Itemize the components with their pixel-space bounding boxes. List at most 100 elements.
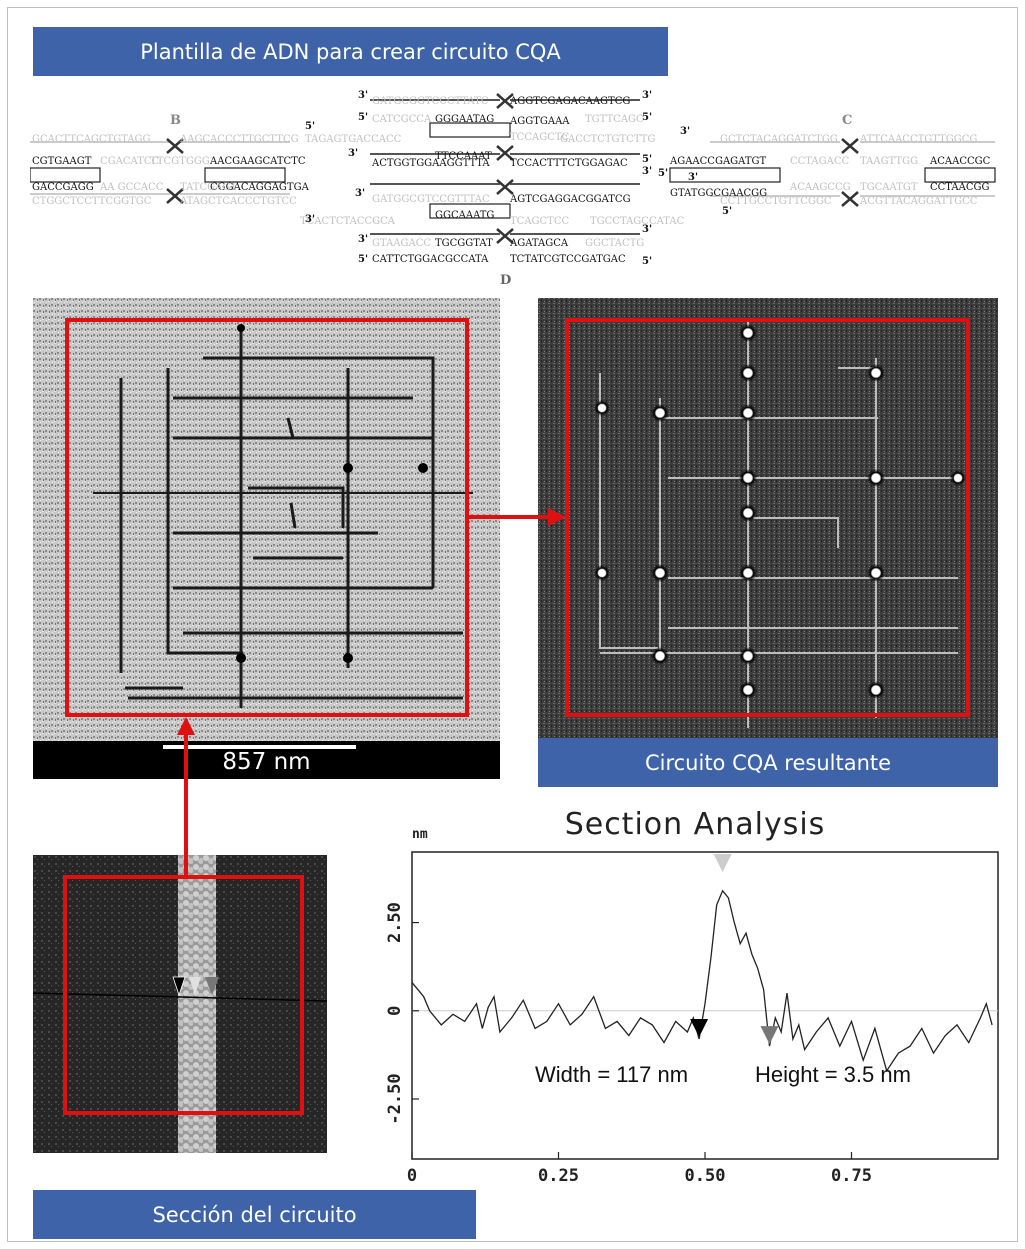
dna-sequence-light: ATTCAACCTGTTGGCG [859, 134, 977, 145]
template-banner-label: Plantilla de ADN para crear circuito CQA [140, 40, 561, 64]
dna-sequence-dark: AGGTGAAA [509, 116, 570, 127]
dna-sequences: B C D AGGTCGAGACAAGTCG GGGAATAG TTCCAAAT AGGTG… [32, 90, 991, 288]
dna-sequence-light: CTGGCTCCTTCGGTGC [32, 196, 152, 207]
scale-bar-label: 857 nm [33, 749, 500, 775]
dna-box [670, 168, 780, 182]
dna-template-diagram: B C D AGGTCGAGACAAGTCG GGGAATAG TTCCAAAT AGGTG… [30, 84, 1000, 294]
dna-sequence-light: AA GCCACC [99, 182, 164, 193]
prime-mark: 3' [688, 172, 698, 183]
dna-sequence-light: TAGAGTGACCACC [305, 134, 402, 145]
y-tick-label: 2.50 [385, 902, 405, 943]
prime-mark: 3' [642, 166, 652, 177]
prime-mark: 5' [722, 206, 732, 217]
result-highlight-box [565, 318, 970, 717]
prime-mark: 3' [358, 234, 368, 245]
prime-mark: 3' [358, 90, 368, 101]
result-banner-label: Circuito CQA resultante [645, 751, 891, 775]
prime-mark: 3' [355, 188, 365, 199]
section-banner-label: Sección del circuito [152, 1203, 356, 1227]
x-tick-label: 0.25 [538, 1166, 579, 1186]
dna-sequence-light: AAGCACCCTTGCTTCG [179, 134, 299, 145]
dna-box [925, 168, 995, 182]
profile-line [412, 891, 992, 1071]
cursor-marker [760, 1026, 778, 1044]
block-label-d: D [500, 273, 511, 288]
cursor-marker [714, 854, 732, 872]
dna-sequence-light: GCTCTACAGGATCTGG [720, 134, 838, 145]
x-tick-label: 0.75 [831, 1166, 872, 1186]
dna-box [30, 168, 100, 182]
x-tick-label: 0.50 [685, 1166, 726, 1186]
dna-crossover [842, 192, 858, 206]
dna-sequence-light: TGTTCAGC [585, 114, 644, 125]
result-banner: Circuito CQA resultante [538, 738, 998, 787]
block-label-b: B [170, 113, 181, 128]
dna-sequence-light: ACAAGCCG [789, 182, 851, 193]
dna-sequence-light: TCAGCTCC [510, 216, 570, 227]
y-tick-label: 0 [385, 1006, 405, 1016]
prime-mark: 3' [680, 126, 690, 137]
dna-crossover [842, 139, 858, 153]
dna-box [205, 168, 285, 182]
chart-axes: 2.50 0 -2.50 0 0.25 0.50 0.75 [385, 902, 998, 1186]
dna-sequence-light: CCTAGACC [790, 156, 850, 167]
dna-sequence-dark: CATTCTGGACGCCATA [372, 254, 489, 265]
afm-image-circuit [33, 298, 500, 741]
dna-sequence-dark: ACTGGTGGAAGGTTTA [371, 158, 490, 169]
prime-mark: 5' [358, 112, 368, 123]
chart-y-unit: nm [412, 827, 428, 842]
afm-highlight-box [65, 318, 469, 717]
template-banner: Plantilla de ADN para crear circuito CQA [33, 27, 668, 76]
prime-mark: 5' [305, 121, 315, 132]
cursor-marker [690, 1019, 708, 1037]
scale-bar: 857 nm [33, 741, 500, 779]
dna-sequence-light: GATGGCGTCCGTTTAC [372, 194, 490, 205]
dna-sequence-dark: TCCACTTTCTGGAGAC [510, 158, 628, 169]
dna-sequence-light: CCTTGCCTGTTCGGC [720, 196, 832, 207]
dna-sequence-dark: GGCAAATG [435, 210, 494, 221]
x-tick-label: 0 [407, 1166, 417, 1186]
prime-mark: 3' [642, 90, 652, 101]
block-label-c: C [842, 113, 852, 128]
dna-sequence-dark: CGTGAAGT [32, 156, 92, 167]
dna-crossover [497, 180, 513, 194]
dna-sequence-dark: AGTCGAGGACGGATCG [509, 194, 631, 205]
prime-mark: 5' [642, 154, 652, 165]
prime-mark: 3' [305, 214, 315, 225]
section-analysis-chart: Section Analysis nm 2.50 0 -2.50 0 0.25 0.50 0… [360, 800, 1010, 1200]
dna-sequence-dark: AGGTCGAGACAAGTCG [509, 96, 630, 107]
dna-sequence-dark: GACCGAGG [32, 182, 94, 193]
dna-sequence-dark: AGAACCGAGATGT [669, 156, 766, 167]
section-banner: Sección del circuito [33, 1190, 476, 1239]
height-annotation: Height = 3.5 nm [755, 1062, 911, 1087]
dna-sequence-light: TAAGTTGG [860, 156, 918, 167]
dna-sequence-light: GGCTACTG [585, 238, 644, 249]
prime-mark: 3' [348, 148, 358, 159]
dna-sequence-light: TGCCTAGCCATAC [590, 216, 685, 227]
dna-sequence-dark: GGGAATAG [435, 114, 494, 125]
prime-mark: 5' [642, 112, 652, 123]
dna-sequence-light: TGCAATGT [860, 182, 918, 193]
chart-title: Section Analysis [565, 807, 826, 842]
dna-sequence-dark: TGCGGTAT [435, 238, 493, 249]
dna-sequence-light: ATAGCTCACCCTGTCC [179, 196, 297, 207]
dna-sequence-light: ACGTTACAGGATTGCC [859, 196, 978, 207]
prime-mark: 5' [658, 168, 668, 179]
dna-sequence-light: GTAAGACC [372, 238, 431, 249]
y-tick-label: -2.50 [385, 1073, 405, 1124]
dna-sequence-light: TATCGAGT [180, 182, 237, 193]
dna-sequence-dark: CCTAACGG [930, 182, 990, 193]
dna-sequence-dark: TCTATCGTCCGATGAC [510, 254, 626, 265]
dna-sequence-dark: ACAACCGC [929, 156, 991, 167]
dna-sequence-dark: AACGAAGCATCTC [209, 156, 306, 167]
dna-sequence-light: TTCGTGGG [150, 156, 210, 167]
width-annotation: Width = 117 nm [535, 1062, 688, 1087]
section-afm-image [33, 855, 327, 1153]
chart-series [412, 891, 992, 1071]
dna-sequence-light: GATGCGGTCCCTTATC [372, 96, 489, 107]
prime-mark: 5' [642, 256, 652, 267]
result-circuit-image [538, 298, 998, 738]
dna-box [430, 123, 510, 137]
dna-sequence-dark: AGATAGCA [509, 238, 569, 249]
dna-sequence-light: CATCGCCA [372, 114, 432, 125]
